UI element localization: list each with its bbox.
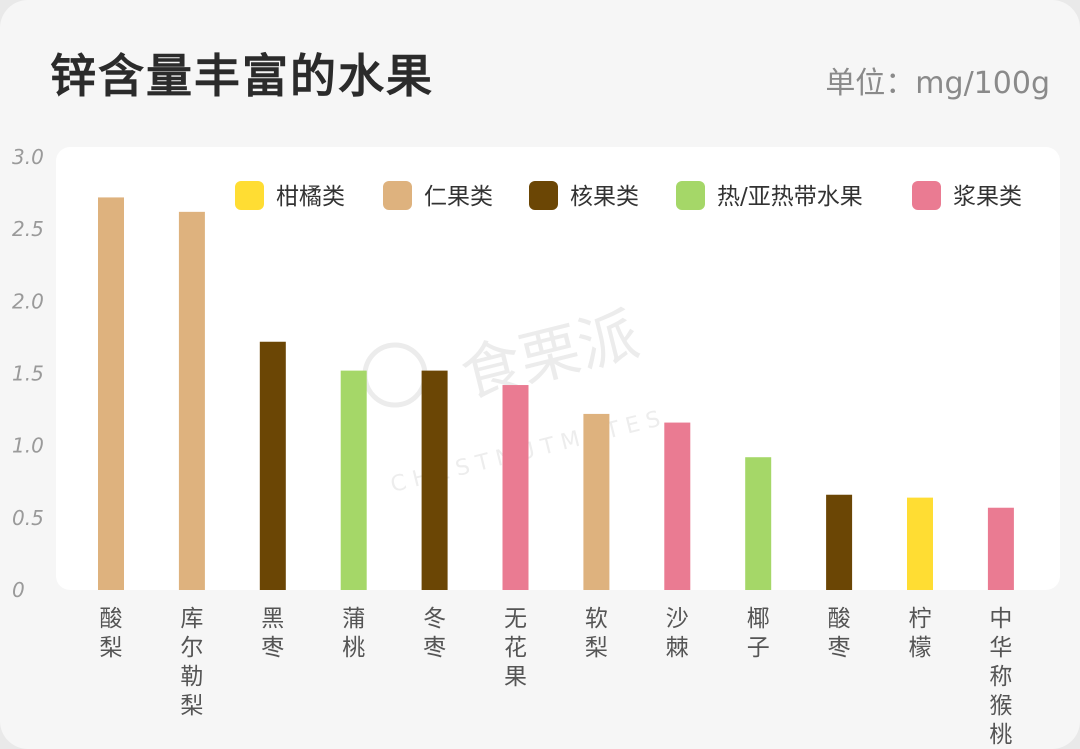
x-label-char: 华 [989, 635, 1012, 661]
x-label-char: 猴 [989, 693, 1012, 719]
x-label-char: 库 [180, 606, 203, 632]
legend-label: 热/亚热带水果 [717, 184, 863, 210]
watermark-cn-text: 食栗派 [454, 300, 646, 411]
x-label-char: 桃 [342, 635, 365, 661]
x-label-char: 中 [989, 606, 1012, 632]
legend-swatch [235, 181, 264, 210]
x-label-char: 梨 [180, 693, 203, 719]
x-label-char: 梨 [100, 635, 123, 661]
y-tick-label: 1.5 [12, 362, 44, 386]
x-label-char: 勒 [180, 664, 203, 690]
y-tick-label: 2.5 [12, 217, 44, 241]
legend-label: 柑橘类 [276, 184, 345, 210]
y-tick-label: 2.0 [12, 289, 44, 313]
x-label-char: 果 [504, 664, 527, 690]
x-label-char: 酸 [100, 606, 123, 632]
bar-12 [987, 507, 1014, 590]
legend-label: 核果类 [570, 184, 639, 210]
bar-6 [502, 385, 529, 590]
bar-9 [745, 457, 772, 590]
chart-title: 锌含量丰富的水果 [50, 49, 434, 103]
x-label-char: 棘 [666, 635, 689, 661]
watermark-logo-icon [362, 342, 428, 408]
bar-7 [583, 413, 610, 590]
bar-1 [98, 197, 124, 590]
y-tick-label: 3.0 [12, 145, 44, 169]
x-label-char: 黑 [261, 606, 284, 632]
bar-4 [340, 370, 367, 590]
legend-swatch [676, 181, 705, 210]
x-label-char: 冬 [423, 606, 446, 632]
x-label-char: 枣 [261, 635, 284, 661]
x-label-char: 桃 [989, 722, 1012, 748]
legend-label: 仁果类 [424, 184, 493, 210]
x-label-char: 花 [504, 635, 527, 661]
x-label-char: 无 [504, 606, 527, 632]
y-tick-label: 0 [12, 578, 25, 602]
x-label-char: 檬 [909, 635, 932, 661]
x-label-char: 蒲 [342, 606, 365, 632]
y-axis-ticks: 0 0.5 1.0 1.5 2.0 2.5 3.0 [12, 145, 44, 602]
legend: 柑橘类 仁果类 核果类 热/亚热带水果 浆果类 [235, 181, 1022, 210]
x-label-char: 柠 [909, 606, 932, 632]
legend-label: 浆果类 [953, 184, 1022, 210]
y-tick-label: 1.0 [12, 434, 44, 458]
x-label-char: 枣 [423, 635, 446, 661]
legend-swatch [529, 181, 558, 210]
bar-5 [421, 370, 448, 590]
bars [98, 197, 1014, 590]
y-tick-label: 0.5 [12, 506, 44, 530]
x-label-char: 椰 [747, 606, 770, 632]
bar-11 [907, 497, 933, 590]
bar-8 [664, 422, 691, 590]
x-label-char: 沙 [666, 606, 689, 632]
legend-swatch [912, 181, 941, 210]
x-label-char: 尔 [180, 635, 203, 661]
x-label-char: 称 [989, 664, 1012, 690]
x-label-char: 梨 [585, 635, 608, 661]
x-label-char: 软 [585, 606, 608, 632]
plot-area [56, 147, 1060, 590]
x-label-char: 子 [747, 635, 770, 661]
x-label-char: 酸 [828, 606, 851, 632]
bar-2 [178, 211, 205, 590]
bar-3 [259, 341, 286, 590]
x-label-char: 枣 [828, 635, 851, 661]
bar-10 [826, 494, 853, 590]
unit-label: 单位：mg/100g [825, 66, 1050, 101]
legend-swatch [383, 181, 412, 210]
